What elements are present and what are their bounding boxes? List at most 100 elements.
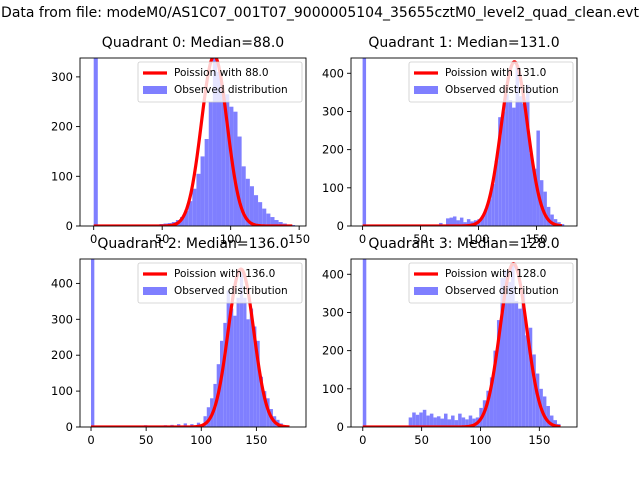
- histogram-bar: [501, 111, 506, 226]
- histogram-bar: [543, 191, 547, 226]
- histogram-bar: [508, 100, 513, 226]
- histogram-bar: [216, 71, 222, 226]
- histogram-bar: [188, 201, 193, 226]
- histogram-bar: [472, 418, 476, 427]
- histogram-bar: [500, 278, 505, 427]
- histogram-bar: [456, 220, 460, 226]
- histogram-bar: [253, 195, 259, 226]
- histogram-bar: [519, 96, 523, 226]
- histogram-bar: [422, 409, 427, 427]
- legend: Poission with 88.0 Observed distribution: [137, 61, 303, 103]
- histogram-bar: [480, 216, 485, 226]
- legend-bar-swatch: [143, 287, 167, 295]
- histogram-bar: [507, 281, 512, 427]
- histogram-bar: [415, 414, 420, 427]
- y-tick-label: 200: [322, 143, 344, 157]
- histogram-bar: [243, 297, 247, 427]
- histogram-bar: [274, 220, 279, 226]
- histogram-bar: [408, 417, 413, 427]
- y-tick-label: 300: [51, 70, 73, 84]
- histogram-bar: [526, 84, 530, 226]
- histogram-bar: [237, 136, 242, 226]
- histogram-bar: [429, 413, 434, 427]
- histogram-bar: [183, 423, 187, 427]
- y-tick-label: 400: [322, 267, 344, 281]
- histogram-bar: [536, 130, 540, 226]
- histogram-bar: [433, 417, 437, 427]
- histogram-bar: [498, 117, 502, 226]
- legend-box: [408, 262, 574, 304]
- legend-label-fit: Poission with 128.0: [445, 268, 546, 280]
- histogram-bar: [528, 327, 533, 427]
- histogram-bar: [278, 222, 283, 226]
- legend-label-fit: Poission with 136.0: [174, 268, 275, 280]
- histogram-bar: [179, 217, 185, 226]
- x-tick-label: 0: [359, 232, 366, 246]
- legend-label-fit: Poission with 88.0: [174, 67, 269, 79]
- histogram-bar: [465, 419, 469, 427]
- histogram-bar: [459, 217, 464, 226]
- x-tick-label: 50: [155, 232, 170, 246]
- legend-label-fit: Poission with 131.0: [445, 67, 546, 79]
- x-tick-label: 150: [528, 433, 550, 447]
- histogram-bar: [451, 415, 455, 427]
- histogram-bar: [487, 199, 492, 226]
- histogram-bar: [93, 58, 98, 226]
- histogram-bar: [447, 419, 452, 427]
- histogram-bar: [239, 272, 244, 427]
- histogram-bar: [426, 415, 430, 427]
- histogram-bar: [412, 412, 416, 427]
- histogram-bar: [225, 94, 230, 226]
- panel-title: Quadrant 2: Median=136.0: [97, 236, 288, 252]
- histogram-bar: [436, 416, 441, 427]
- histogram-bar: [263, 391, 267, 427]
- legend-bar-swatch: [143, 86, 167, 94]
- histogram-bar: [236, 297, 240, 427]
- panel-quadrant-2: 0 50 100 150 0 100 200 300 400 Quadrant 2: Median…: [51, 236, 307, 447]
- x-tick-label: 50: [413, 232, 428, 246]
- x-tick-label: 50: [139, 433, 154, 447]
- legend: Poission with 136.0 Observed distribution: [137, 262, 303, 304]
- y-tick-label: 300: [322, 305, 344, 319]
- histogram-bar: [521, 293, 526, 427]
- histogram-bar: [449, 217, 453, 226]
- histogram-bar: [249, 308, 254, 427]
- y-tick-label: 300: [322, 104, 344, 118]
- legend: Poission with 131.0 Observed distribution: [408, 61, 574, 103]
- legend-box: [137, 61, 303, 103]
- histogram-bars: [93, 58, 296, 226]
- x-tick-label: 150: [525, 232, 547, 246]
- histogram-bar: [514, 301, 519, 427]
- histogram-bar: [529, 153, 533, 226]
- axes-frame: [350, 258, 578, 428]
- histogram-bar: [203, 416, 207, 427]
- histogram-bar: [454, 420, 459, 427]
- x-tick-label: 0: [87, 433, 94, 447]
- histogram-bar: [266, 213, 271, 226]
- histogram-bar: [233, 111, 238, 226]
- histogram-bar: [458, 413, 462, 427]
- panel-title: Quadrant 1: Median=131.0: [368, 35, 559, 51]
- histogram-bar: [256, 340, 260, 427]
- histogram-bar: [468, 415, 473, 427]
- histogram-bar: [233, 315, 237, 427]
- histogram-bar: [184, 211, 189, 226]
- y-tick-label: 0: [66, 219, 73, 233]
- x-tick-label: 100: [470, 433, 492, 447]
- histogram-bar: [259, 376, 264, 427]
- y-tick-label: 200: [51, 348, 73, 362]
- histogram-bar: [246, 319, 250, 427]
- histogram-bar: [532, 354, 536, 427]
- y-tick-label: 200: [322, 344, 344, 358]
- histogram-bar: [192, 188, 197, 226]
- histogram-bar: [362, 259, 367, 427]
- figure-title: Data from file: modeM0/AS1C07_001T07_900…: [1, 5, 639, 21]
- y-tick-label: 200: [51, 120, 73, 134]
- histogram-bar: [484, 208, 488, 226]
- histogram-bar: [493, 350, 497, 427]
- legend-label-observed: Observed distribution: [445, 84, 559, 96]
- histogram-bar: [229, 308, 234, 427]
- histogram-bar: [512, 107, 516, 226]
- histogram-bar: [525, 335, 529, 427]
- histogram-bar: [249, 186, 254, 226]
